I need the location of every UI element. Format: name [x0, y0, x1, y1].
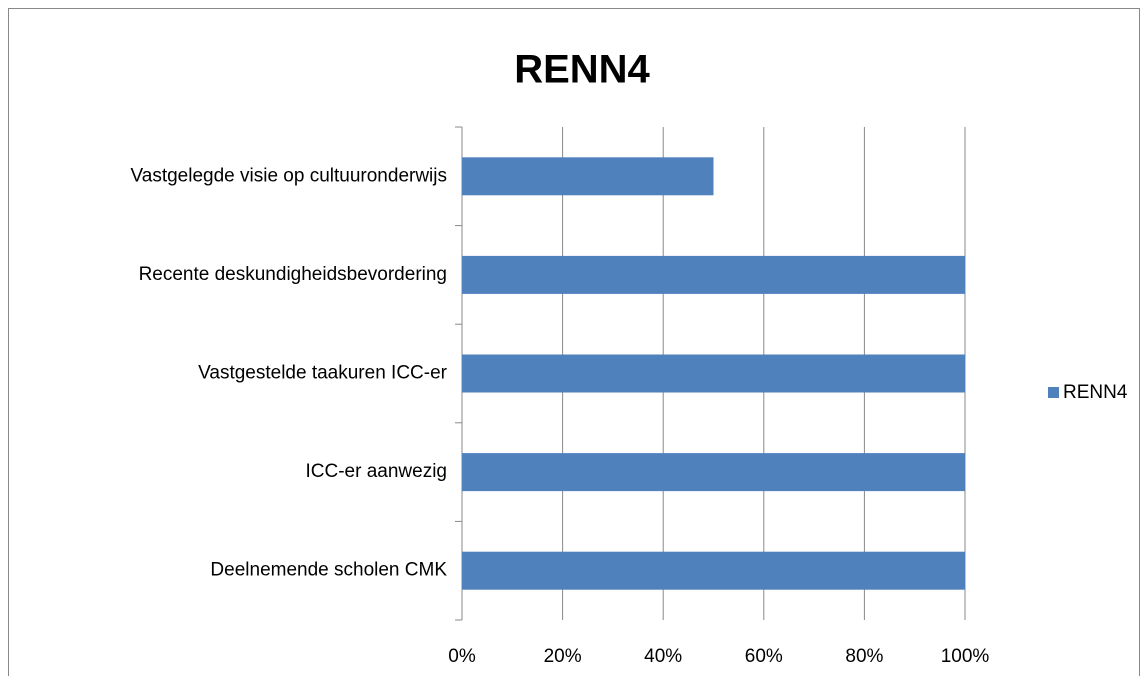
y-tick-label: Vastgestelde taakuren ICC-er — [198, 363, 448, 384]
y-tick-label: Vastgelegde visie op cultuuronderwijs — [131, 165, 448, 186]
y-tick-label: Recente deskundigheidsbevordering — [139, 264, 447, 285]
x-tick-label: 0% — [448, 646, 476, 667]
bar — [462, 157, 714, 196]
legend-swatch — [1048, 387, 1059, 398]
x-tick-label: 80% — [845, 646, 883, 667]
bar — [462, 255, 965, 294]
bar — [462, 453, 965, 492]
y-tick-label: ICC-er aanwezig — [306, 461, 448, 482]
x-tick-label: 40% — [644, 646, 682, 667]
bar — [462, 551, 965, 590]
x-tick-label: 60% — [745, 646, 783, 667]
legend-label: RENN4 — [1063, 382, 1128, 403]
chart-title: RENN4 — [514, 48, 650, 92]
x-tick-label: 20% — [544, 646, 582, 667]
x-tick-label: 100% — [941, 646, 990, 667]
y-tick-label: Deelnemende scholen CMK — [210, 560, 447, 581]
bar — [462, 354, 965, 393]
